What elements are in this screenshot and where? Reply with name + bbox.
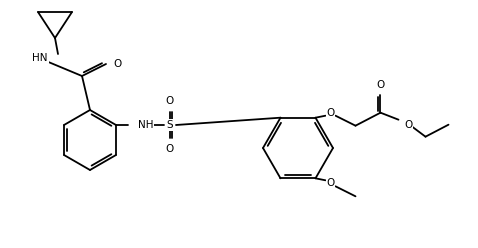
Text: O: O [326, 108, 335, 118]
Text: O: O [166, 96, 174, 106]
Text: O: O [166, 144, 174, 154]
Text: O: O [376, 80, 385, 90]
Text: NH: NH [138, 120, 153, 130]
Text: O: O [404, 120, 413, 130]
Text: O: O [326, 178, 335, 188]
Text: HN: HN [33, 53, 48, 63]
Text: O: O [113, 59, 121, 69]
Text: S: S [167, 120, 174, 130]
